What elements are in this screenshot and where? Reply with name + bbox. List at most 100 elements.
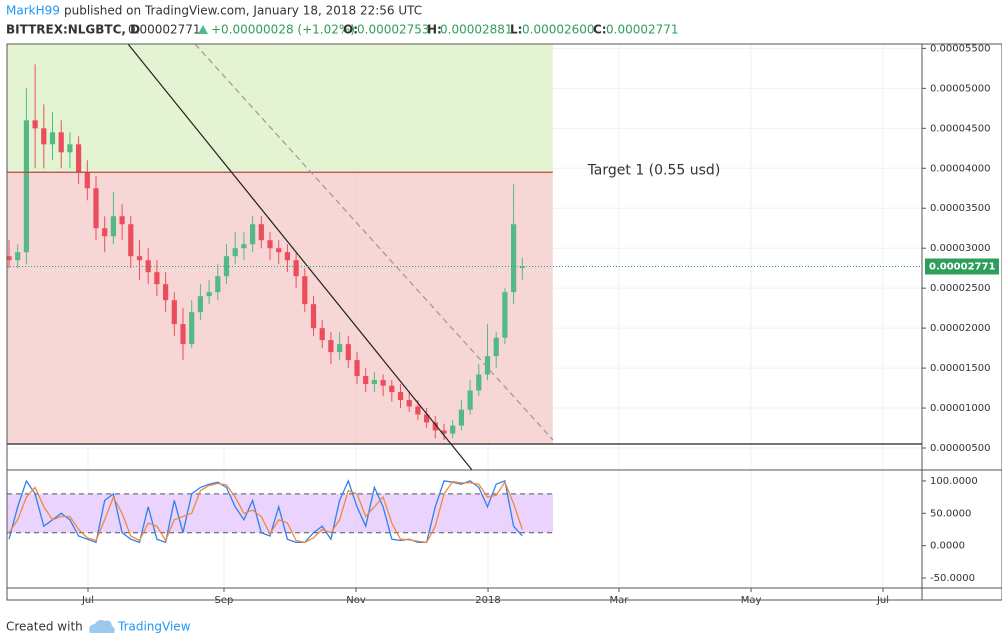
- annotation: Target 1 (0.55 usd): [587, 163, 721, 179]
- y-tick-label: 0.00002000: [930, 323, 990, 334]
- candle-body: [502, 292, 508, 338]
- candle-body: [197, 296, 204, 313]
- candle-body: [354, 360, 360, 377]
- oscillator-line: [8, 480, 523, 544]
- candle-body: [371, 380, 378, 385]
- symbol: BITTREX:NLGBTC, D: [6, 23, 140, 37]
- candle-body: [102, 228, 108, 237]
- low-label: L:: [510, 23, 522, 37]
- footer-brand[interactable]: TradingView: [117, 620, 191, 634]
- y-tick-label: 0.00005500: [930, 43, 990, 54]
- candle-body: [319, 328, 325, 341]
- close-label: C:: [593, 23, 607, 37]
- candle-body: [110, 216, 117, 237]
- open-label: O:: [343, 23, 358, 37]
- low-value: 0.00002600: [522, 23, 595, 37]
- published: published on TradingView.com, January 18…: [64, 4, 422, 18]
- candle-body: [484, 356, 491, 375]
- candle-body: [493, 337, 499, 357]
- zone: [7, 44, 553, 173]
- candle-body: [136, 256, 143, 261]
- high-label: H:: [427, 23, 442, 37]
- candle-body: [276, 248, 282, 253]
- candle-body: [267, 240, 273, 249]
- candle-body: [128, 224, 134, 257]
- trend-line: [127, 43, 473, 471]
- candle-body: [189, 312, 195, 345]
- y-tick-label: -50.0000: [930, 573, 975, 584]
- high-value: 0.00002881: [440, 23, 513, 37]
- last-price-label: 0.00002771: [929, 262, 995, 273]
- candle-body: [206, 292, 212, 297]
- y-tick-label: 0.00004000: [930, 163, 990, 174]
- y-tick-label: 0.00003500: [930, 203, 990, 214]
- candle-body: [6, 256, 12, 261]
- trend-line: [194, 43, 554, 441]
- candle-body: [162, 284, 169, 301]
- candle-body: [232, 248, 238, 257]
- candle-body: [476, 374, 482, 391]
- candle-body: [15, 252, 21, 261]
- candle-body: [380, 380, 386, 386]
- candle-body: [58, 132, 64, 153]
- candle-body: [511, 224, 517, 293]
- candle-body: [345, 344, 351, 361]
- candle-body: [180, 324, 186, 345]
- candle-body: [84, 172, 90, 189]
- candle-body: [23, 120, 30, 253]
- candle-body: [441, 430, 447, 434]
- logo-icon[interactable]: [89, 620, 115, 633]
- candle-body: [467, 390, 473, 410]
- candle-body: [424, 414, 430, 423]
- author[interactable]: MarkH99: [6, 4, 60, 18]
- candle-body: [249, 224, 256, 245]
- candle-body: [119, 216, 125, 225]
- footer-text: Created with: [6, 620, 83, 634]
- candle-body: [363, 376, 369, 385]
- candle-body: [67, 144, 73, 153]
- frame: [6, 43, 1002, 601]
- y-tick-label: 50.0000: [930, 508, 971, 519]
- candle-body: [397, 392, 404, 401]
- y-tick-label: 100.0000: [930, 476, 978, 487]
- candle-body: [32, 120, 38, 129]
- up-arrow: [198, 25, 208, 34]
- candle-body: [302, 276, 308, 305]
- open-value: 0.00002753: [357, 23, 430, 37]
- candle-body: [406, 400, 412, 407]
- last-price: 0.00002771: [128, 23, 201, 37]
- candle-body: [258, 224, 264, 241]
- y-tick-label: 0.00000500: [930, 443, 990, 454]
- last-price-tag: [925, 258, 999, 275]
- candle-body: [336, 344, 343, 353]
- change: +0.00000028 (+1.02%): [211, 23, 355, 37]
- y-tick-label: 0.00005000: [930, 83, 990, 94]
- candle-body: [41, 128, 47, 145]
- candle-body: [458, 409, 465, 426]
- y-tick-label: 0.00003000: [930, 243, 990, 254]
- candle-body: [284, 252, 291, 261]
- y-tick-label: 0.00001000: [930, 403, 990, 414]
- y-tick-label: 0.0000: [930, 541, 965, 552]
- candle-body: [432, 422, 438, 431]
- candle-body: [389, 385, 395, 393]
- candle-body: [450, 425, 456, 434]
- candle-body: [415, 406, 421, 415]
- candle-body: [93, 188, 99, 229]
- candle-body: [241, 244, 247, 249]
- plot: 0.00005500 0.00005000 0.00004500 0.00004000…: [6, 43, 999, 606]
- candle-body: [328, 340, 334, 353]
- candle-body: [293, 260, 299, 277]
- candle-body: [215, 276, 221, 293]
- close-value: 0.00002771: [606, 23, 679, 37]
- candle-body: [154, 272, 160, 285]
- oscillator-line: [8, 479, 523, 544]
- y-tick-label: 0.00004500: [930, 123, 990, 134]
- candle-body: [49, 132, 56, 145]
- candle-body: [171, 300, 177, 325]
- y-tick-label: 0.00002500: [930, 283, 990, 294]
- candle-body: [519, 266, 525, 268]
- y-tick-label: 0.00001500: [930, 363, 990, 374]
- candle-body: [310, 304, 317, 329]
